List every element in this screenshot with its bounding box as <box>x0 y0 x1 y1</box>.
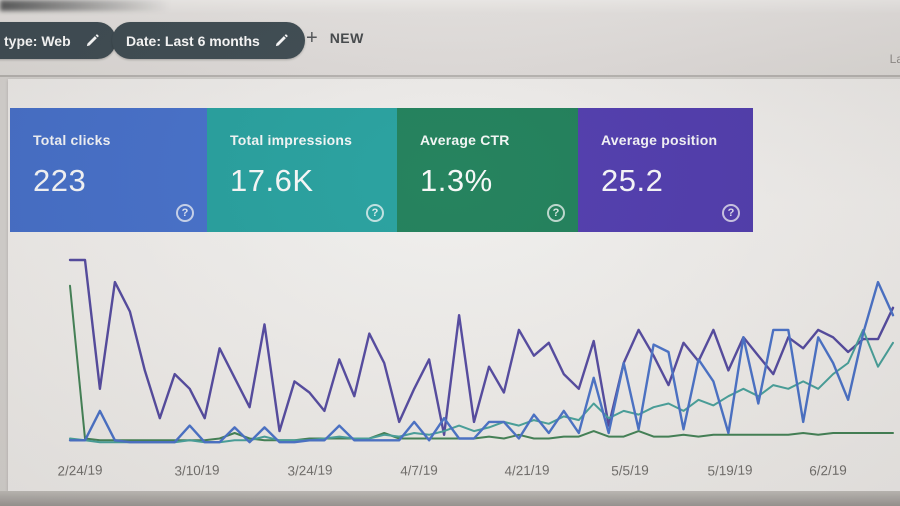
series-blue-line <box>70 282 893 442</box>
x-tick-label: 5/5/19 <box>611 463 649 479</box>
help-icon[interactable]: ? <box>722 204 740 222</box>
plus-icon: + <box>306 28 318 48</box>
new-filter-button[interactable]: + NEW <box>306 28 364 48</box>
x-tick-label: 5/19/19 <box>707 462 752 478</box>
pencil-icon[interactable] <box>274 33 289 48</box>
metric-value: 17.6K <box>230 163 397 199</box>
date-filter-chip[interactable]: Date: Last 6 months <box>112 22 305 59</box>
performance-panel: Total clicks 223 ? Total impressions 17.… <box>8 79 900 491</box>
metric-card-total-clicks[interactable]: Total clicks 223 ? <box>10 108 207 232</box>
pencil-icon[interactable] <box>85 33 100 48</box>
x-tick-label: 3/24/19 <box>287 462 332 478</box>
metric-value: 1.3% <box>420 163 578 199</box>
metric-value: 223 <box>33 163 207 199</box>
metric-card-average-position[interactable]: Average position 25.2 ? <box>578 108 753 232</box>
help-icon[interactable]: ? <box>547 204 565 222</box>
filter-bar: type: Web Date: Last 6 months + NEW La <box>0 0 900 77</box>
chart-canvas <box>70 256 893 448</box>
new-button-label: NEW <box>330 30 364 46</box>
metric-cards-row: Total clicks 223 ? Total impressions 17.… <box>10 108 753 232</box>
photo-edge-shadow <box>0 0 170 11</box>
chart-x-axis: 2/24/193/10/193/24/194/7/194/21/195/5/19… <box>70 463 893 483</box>
x-tick-label: 3/10/19 <box>174 462 219 478</box>
metric-label: Average position <box>601 132 753 148</box>
performance-line-chart[interactable] <box>70 256 893 448</box>
date-chip-label: Date: Last 6 months <box>126 33 260 49</box>
metric-value: 25.2 <box>601 163 753 199</box>
x-tick-label: 4/21/19 <box>504 462 549 478</box>
metric-label: Total impressions <box>230 132 397 148</box>
photo-bottom-edge <box>0 491 900 506</box>
metric-label: Total clicks <box>33 132 207 148</box>
help-icon[interactable]: ? <box>176 204 194 222</box>
metric-label: Average CTR <box>420 132 578 148</box>
last-updated-text-cut: La <box>890 52 900 66</box>
search-type-chip-label: type: Web <box>4 33 71 49</box>
series-green-line <box>70 286 893 441</box>
x-tick-label: 2/24/19 <box>57 462 102 478</box>
x-tick-label: 4/7/19 <box>400 463 438 479</box>
help-icon[interactable]: ? <box>366 204 384 222</box>
metric-card-average-ctr[interactable]: Average CTR 1.3% ? <box>397 108 578 232</box>
metric-card-total-impressions[interactable]: Total impressions 17.6K ? <box>207 108 397 232</box>
x-tick-label: 6/2/19 <box>809 463 847 479</box>
search-console-performance-page: type: Web Date: Last 6 months + NEW La T… <box>0 0 900 506</box>
search-type-filter-chip[interactable]: type: Web <box>0 22 116 59</box>
